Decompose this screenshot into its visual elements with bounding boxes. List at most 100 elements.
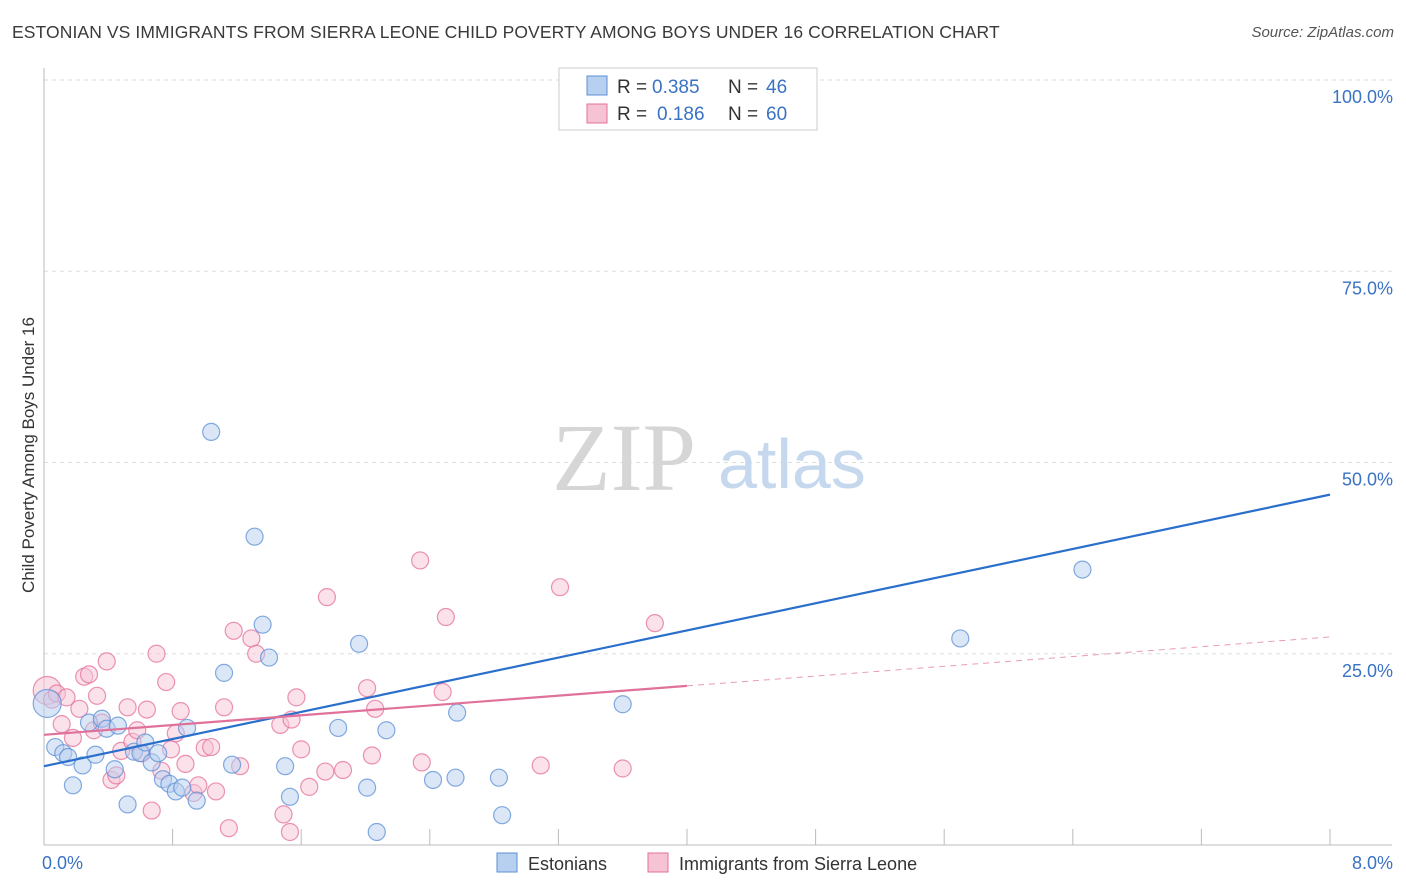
sierra-leone-point bbox=[316, 762, 335, 781]
trend-lines bbox=[43, 493, 1331, 768]
estonians-point bbox=[202, 422, 221, 441]
sierra-leone-point bbox=[176, 754, 195, 774]
estonians-point bbox=[149, 744, 168, 763]
estonians-point bbox=[349, 634, 369, 653]
gridlines bbox=[44, 79, 1392, 655]
estonians-point bbox=[377, 721, 396, 740]
estonians-point bbox=[253, 615, 272, 634]
trend-line-estonians bbox=[43, 493, 1331, 768]
sierra-leone-point bbox=[137, 700, 156, 719]
legend-n-label-sierra-leone: N = bbox=[728, 104, 758, 125]
sierra-leone-points bbox=[32, 551, 664, 842]
sierra-leone-point bbox=[118, 698, 137, 717]
sierra-leone-point bbox=[224, 621, 243, 640]
estonians-point bbox=[423, 770, 443, 790]
sierra-leone-point bbox=[613, 759, 632, 778]
sierra-leone-point bbox=[206, 782, 226, 801]
bottom-legend-label-sierra-leone: Immigrants from Sierra Leone bbox=[679, 854, 917, 874]
bottom-legend-label-estonians: Estonians bbox=[528, 854, 607, 874]
y-tick-label: 50.0% bbox=[1342, 470, 1393, 490]
estonians-point bbox=[118, 795, 137, 814]
sierra-leone-point bbox=[142, 801, 161, 820]
estonians-point bbox=[613, 695, 632, 714]
sierra-leone-point bbox=[70, 699, 89, 718]
y-tick-label: 100.0% bbox=[1332, 87, 1393, 107]
trend-line-sierra-leone bbox=[43, 684, 688, 736]
x-tick-label-min: 0.0% bbox=[42, 853, 83, 873]
estonians-point bbox=[32, 688, 62, 719]
legend-r-label-sierra-leone: R = bbox=[617, 104, 647, 125]
sierra-leone-point bbox=[202, 737, 221, 757]
sierra-leone-point bbox=[411, 551, 430, 570]
sierra-leone-point bbox=[317, 588, 337, 607]
estonians-point bbox=[358, 778, 377, 797]
legend-swatch-estonians bbox=[586, 75, 608, 96]
y-tick-label: 25.0% bbox=[1342, 661, 1393, 681]
sierra-leone-point bbox=[87, 686, 107, 705]
watermark-zip: ZIP bbox=[552, 404, 696, 511]
estonians-point bbox=[329, 718, 348, 738]
sierra-leone-point bbox=[189, 776, 208, 795]
sierra-leone-point bbox=[157, 672, 176, 692]
chart-title: ESTONIAN VS IMMIGRANTS FROM SIERRA LEONE… bbox=[12, 22, 1000, 42]
sierra-leone-point bbox=[287, 688, 306, 707]
watermark-atlas: atlas bbox=[718, 425, 866, 503]
sierra-leone-point bbox=[531, 756, 550, 775]
source-credit: Source: ZipAtlas.com bbox=[1251, 24, 1394, 41]
legend-box: R = 0.385 N = 46 R = 0.186 N = 60 bbox=[558, 67, 818, 131]
watermark: ZIP atlas bbox=[552, 404, 866, 511]
sierra-leone-point bbox=[219, 819, 238, 838]
sierra-leone-point bbox=[214, 698, 234, 717]
estonians-point bbox=[245, 527, 264, 546]
y-axis-title: Child Poverty Among Boys Under 16 bbox=[19, 317, 38, 593]
sierra-leone-point bbox=[52, 715, 71, 734]
legend-n-value-sierra-leone: 60 bbox=[766, 104, 787, 125]
trend-extension-sierra-leone bbox=[686, 636, 1331, 687]
sierra-leone-point bbox=[274, 805, 293, 824]
estonians-point bbox=[493, 806, 512, 825]
estonians-point bbox=[63, 776, 83, 795]
sierra-leone-point bbox=[433, 682, 452, 702]
bottom-legend-swatch-sierra-leone bbox=[647, 852, 669, 873]
sierra-leone-point bbox=[645, 614, 664, 633]
sierra-leone-point bbox=[79, 665, 99, 684]
sierra-leone-point bbox=[436, 607, 455, 627]
x-tick-label-max: 8.0% bbox=[1352, 853, 1393, 873]
sierra-leone-point bbox=[242, 629, 261, 648]
bottom-legend-swatch-estonians bbox=[496, 852, 518, 873]
sierra-leone-point bbox=[171, 702, 190, 721]
bottom-legend: Estonians Immigrants from Sierra Leone bbox=[496, 852, 917, 874]
legend-n-value-estonians: 46 bbox=[766, 77, 787, 98]
sierra-leone-point bbox=[550, 578, 570, 597]
estonians-point bbox=[108, 716, 128, 735]
estonians-point bbox=[280, 787, 300, 806]
sierra-leone-point bbox=[358, 679, 377, 698]
y-tick-label: 75.0% bbox=[1342, 278, 1393, 298]
estonians-point bbox=[222, 755, 242, 774]
legend-r-value-sierra-leone: 0.186 bbox=[657, 104, 705, 125]
legend-swatch-sierra-leone bbox=[586, 103, 608, 124]
legend-n-label-estonians: N = bbox=[728, 77, 758, 98]
estonians-point bbox=[448, 703, 467, 722]
sierra-leone-point bbox=[362, 746, 382, 765]
estonians-point bbox=[173, 778, 192, 797]
legend-r-label-estonians: R = bbox=[617, 77, 647, 98]
estonians-point bbox=[367, 822, 386, 842]
sierra-leone-point bbox=[292, 740, 311, 759]
sierra-leone-point bbox=[97, 652, 116, 671]
estonians-point bbox=[259, 648, 279, 667]
estonians-point bbox=[187, 791, 206, 810]
estonians-point bbox=[105, 760, 124, 779]
sierra-leone-point bbox=[280, 822, 300, 842]
sierra-leone-point bbox=[147, 644, 166, 663]
estonians-point bbox=[489, 768, 509, 787]
estonians-point bbox=[446, 768, 465, 787]
y-tick-labels: 100.0% 75.0% 50.0% 25.0% bbox=[1332, 87, 1393, 681]
estonians-point bbox=[276, 757, 295, 776]
estonians-point bbox=[214, 663, 234, 682]
sierra-leone-point bbox=[333, 760, 353, 780]
legend-r-value-estonians: 0.385 bbox=[652, 77, 700, 98]
sierra-leone-point bbox=[300, 777, 319, 796]
estonians-point bbox=[951, 629, 970, 648]
